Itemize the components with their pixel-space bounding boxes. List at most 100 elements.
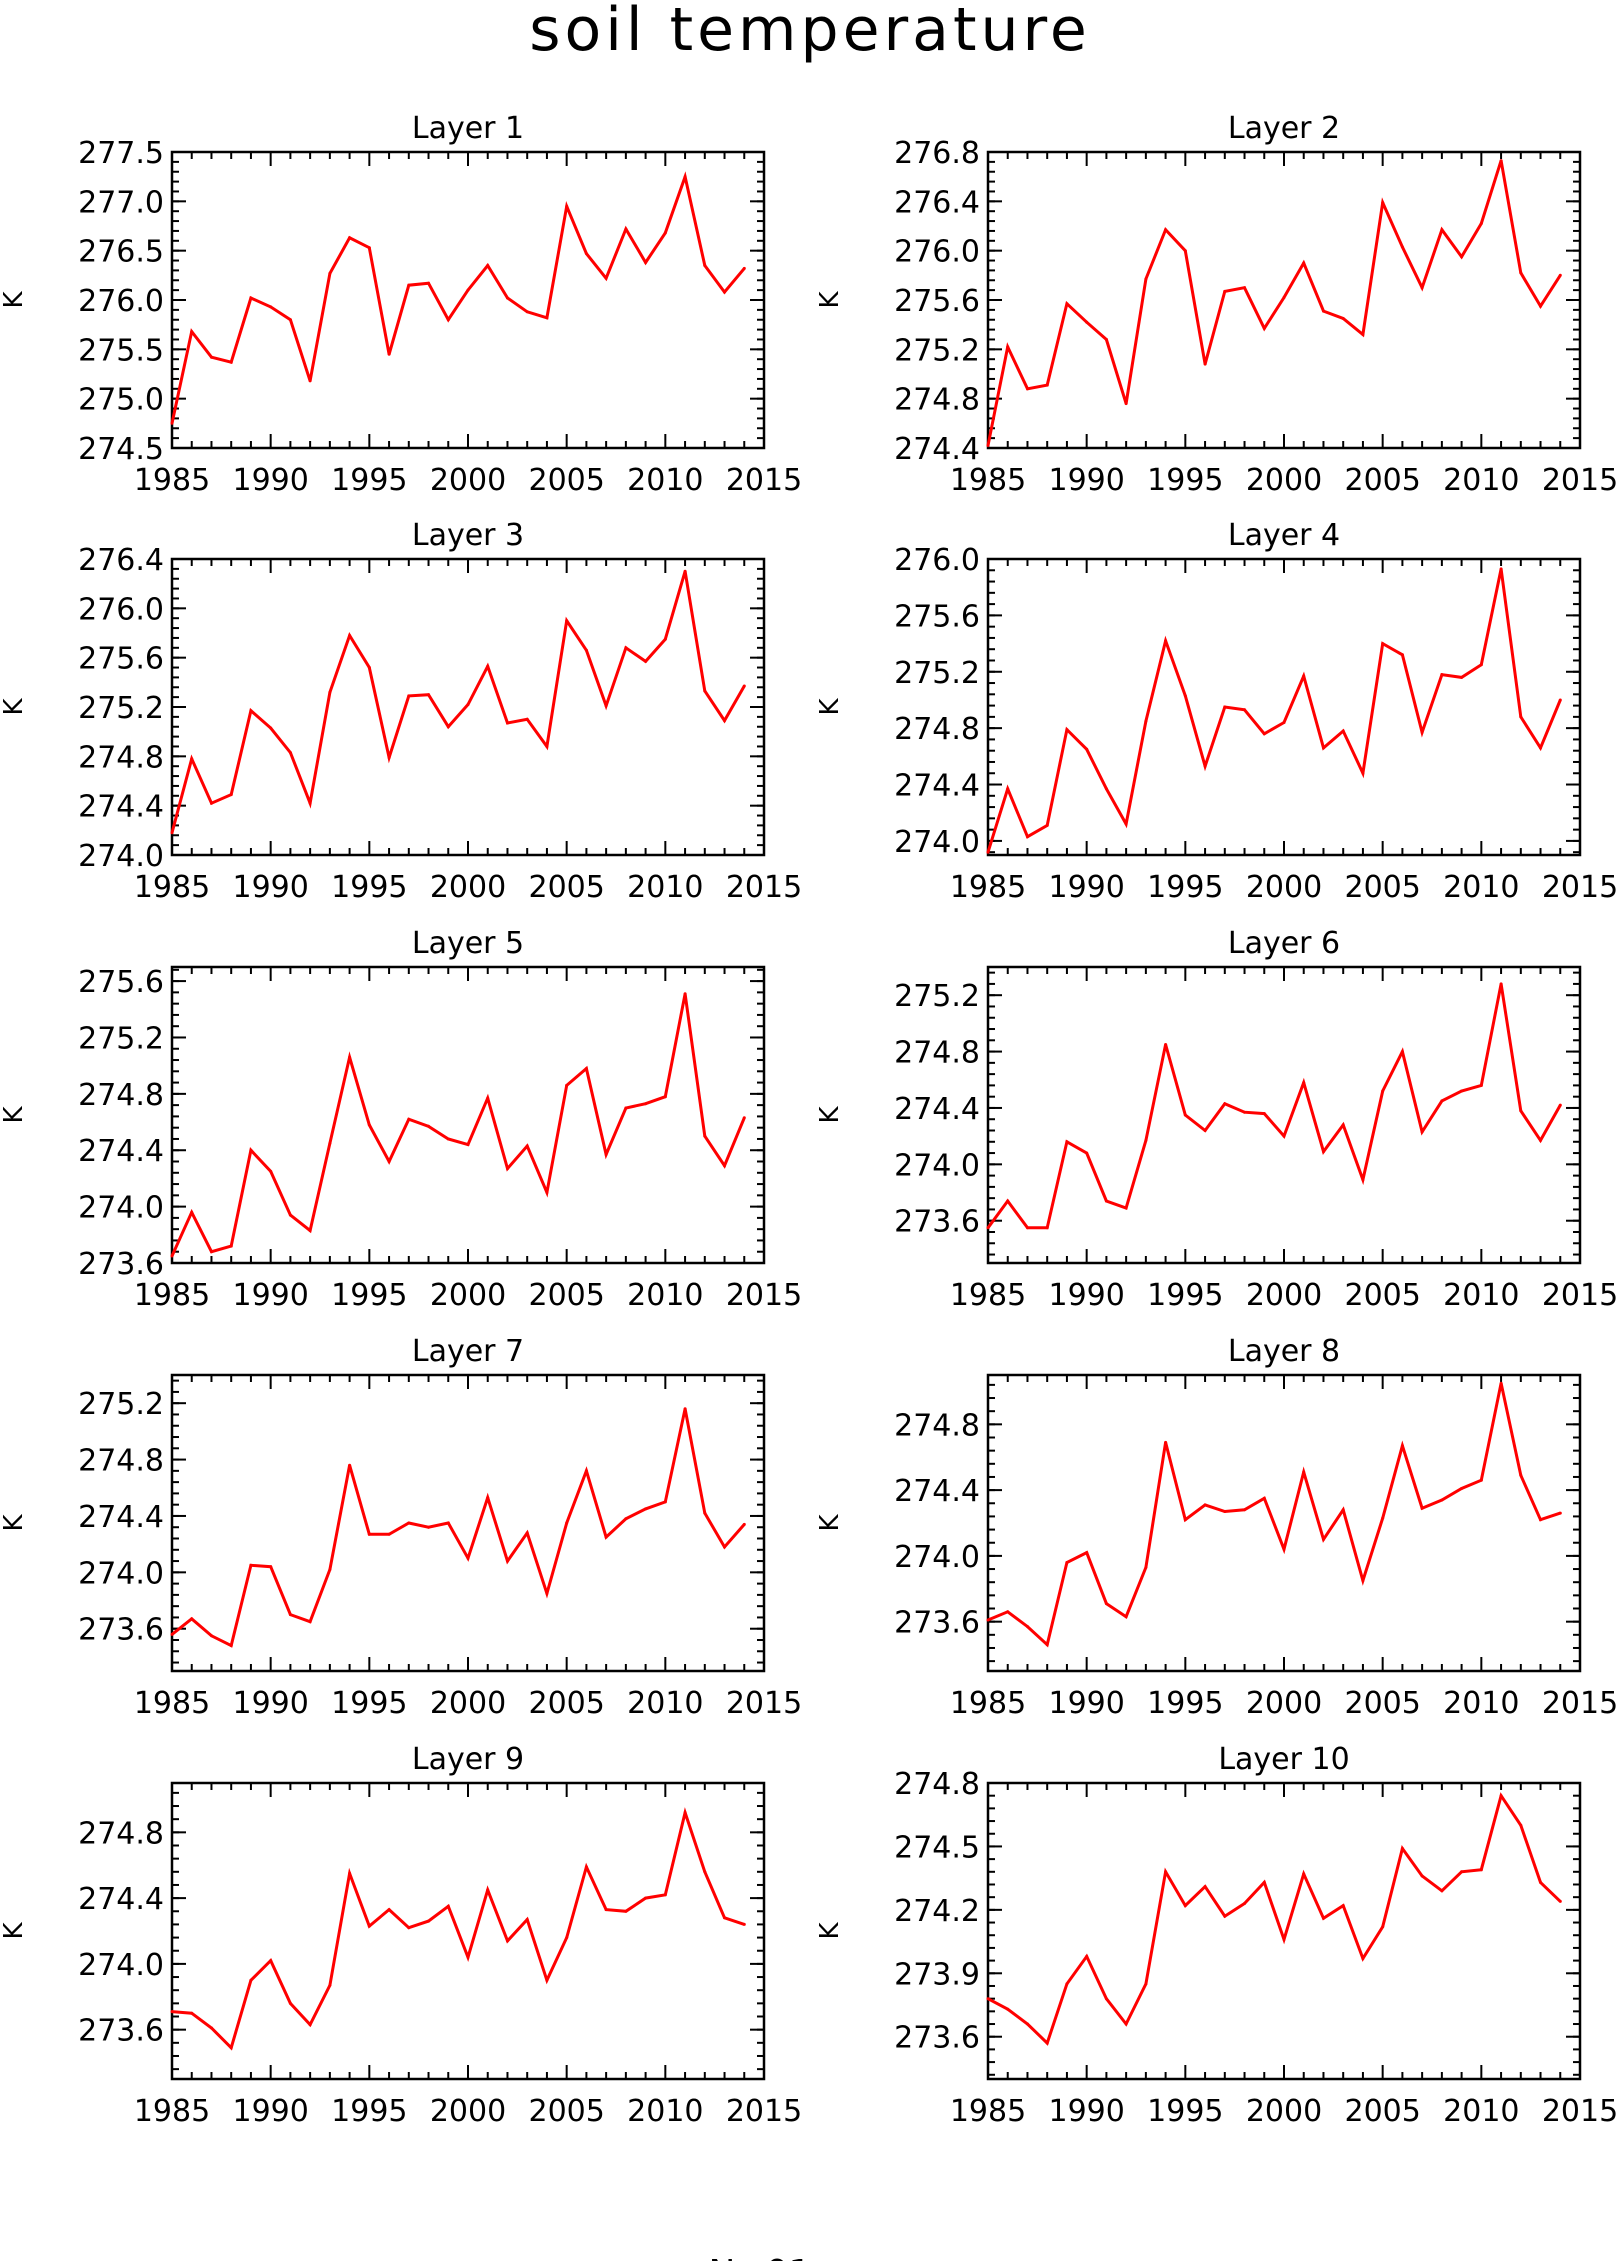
data-point — [387, 1908, 391, 1912]
data-point — [506, 1559, 509, 1563]
panel-layer-2: Layer 2 K 1985 1990 1995 2000 2005 2010 2015 274.… — [815, 111, 1618, 498]
figure-title: soil temperature — [529, 0, 1091, 65]
series-line — [171, 1807, 745, 2051]
y-tick-label: 274.8 — [894, 1036, 980, 1071]
y-tick-label: 275.2 — [78, 691, 164, 726]
data-point — [624, 1909, 628, 1913]
plot-frame — [986, 1373, 1582, 1673]
data-point — [1243, 1902, 1246, 1905]
data-point — [1144, 1138, 1148, 1142]
data-point — [1558, 1899, 1562, 1903]
x-tick-label: 1985 — [950, 1686, 1026, 1721]
x-tick-label: 2010 — [627, 870, 703, 905]
data-point — [387, 1160, 391, 1163]
y-tick-label: 274.2 — [894, 1894, 980, 1929]
data-point — [1381, 1516, 1385, 1520]
y-tick-label: 274.8 — [894, 712, 980, 747]
data-point — [1558, 698, 1562, 702]
data-point — [986, 444, 990, 447]
panel-title: Layer 3 — [412, 518, 524, 553]
data-point — [1045, 383, 1049, 387]
x-tick-label: 2015 — [1542, 1686, 1618, 1721]
x-tick-label: 2015 — [1542, 870, 1618, 905]
data-point — [367, 1123, 371, 1127]
data-point — [1164, 639, 1168, 643]
y-tick-label: 275.6 — [894, 284, 980, 319]
data-point — [190, 757, 194, 761]
data-point — [486, 1888, 490, 1892]
x-tick-label: 2000 — [1246, 2094, 1322, 2129]
data-point — [1045, 2041, 1049, 2045]
data-point — [644, 261, 648, 264]
y-tick-label: 277.5 — [78, 136, 164, 171]
data-point — [328, 1983, 332, 1987]
data-point — [348, 634, 352, 637]
data-point — [269, 1565, 273, 1569]
data-point — [427, 1124, 430, 1128]
data-point — [1262, 326, 1266, 330]
data-point — [269, 1959, 273, 1963]
x-tick-label: 2000 — [430, 1278, 506, 1313]
data-point — [1065, 302, 1069, 306]
data-point — [1361, 333, 1365, 336]
x-tick-label: 1995 — [1147, 870, 1223, 905]
plot-frame — [986, 965, 1582, 1265]
x-tick-label: 1985 — [134, 2094, 210, 2129]
data-point — [249, 296, 253, 300]
data-point — [269, 726, 273, 730]
data-point — [1262, 1880, 1266, 1884]
data-point — [663, 1893, 667, 1897]
x-tick-label: 2000 — [430, 463, 506, 498]
data-point — [1322, 746, 1325, 750]
data-point — [1341, 1904, 1345, 1908]
y-tick-label: 273.6 — [78, 2014, 164, 2049]
data-point — [1400, 245, 1404, 249]
data-point — [1104, 1997, 1108, 2001]
x-tick-label: 1985 — [134, 870, 210, 905]
data-point — [210, 801, 213, 805]
data-point — [1282, 296, 1286, 299]
data-point — [249, 1148, 253, 1152]
data-point — [229, 2046, 233, 2050]
panel-layer-5: Layer 5 K 1985 1990 1995 2000 2005 2010 2015 273.… — [0, 926, 802, 1313]
y-tick-label: 273.6 — [894, 1205, 980, 1240]
y-tick-label: 276.4 — [78, 543, 164, 578]
panel-layer-4: Layer 4 K 1985 1990 1995 2000 2005 2010 2015 274.… — [815, 518, 1618, 905]
data-point — [723, 719, 726, 723]
data-point — [1302, 1872, 1306, 1876]
y-tick-label: 273.6 — [78, 1613, 164, 1648]
y-tick-label: 275.6 — [78, 965, 164, 1000]
y-tick-label: 274.4 — [78, 1500, 164, 1535]
data-point — [1104, 1602, 1108, 1606]
x-tick-label: 1995 — [331, 2094, 407, 2129]
data-point — [328, 271, 332, 275]
y-tick-label: 274.4 — [78, 1134, 164, 1169]
data-point — [1361, 771, 1365, 775]
data-point — [1539, 746, 1542, 750]
y-tick-label: 274.0 — [78, 839, 164, 874]
data-point — [545, 1978, 549, 1982]
data-point — [170, 421, 174, 425]
data-point — [1499, 1381, 1503, 1385]
data-point — [1322, 1537, 1325, 1541]
y-axis-label: K — [0, 1922, 29, 1940]
data-point — [367, 1532, 371, 1536]
data-point — [1381, 201, 1385, 205]
data-point — [1282, 1134, 1286, 1138]
data-point — [466, 1143, 470, 1147]
data-point — [663, 231, 667, 235]
y-tick-label: 274.8 — [78, 1444, 164, 1479]
data-point — [1479, 1478, 1483, 1482]
data-point — [1006, 1610, 1010, 1614]
panel-layer-1: Layer 1 K 1985 1990 1995 2000 2005 2010 2015 274.… — [0, 111, 802, 498]
x-tick-label: 2005 — [1344, 2094, 1420, 2129]
data-point — [604, 704, 608, 708]
x-tick-label: 2005 — [1344, 870, 1420, 905]
data-point — [1341, 1508, 1345, 1512]
data-point — [407, 283, 411, 287]
data-point — [565, 619, 569, 623]
y-tick-label: 274.8 — [78, 740, 164, 775]
y-tick-label: 275.2 — [78, 1021, 164, 1056]
data-point — [1302, 1470, 1306, 1474]
data-point — [1361, 1957, 1365, 1960]
